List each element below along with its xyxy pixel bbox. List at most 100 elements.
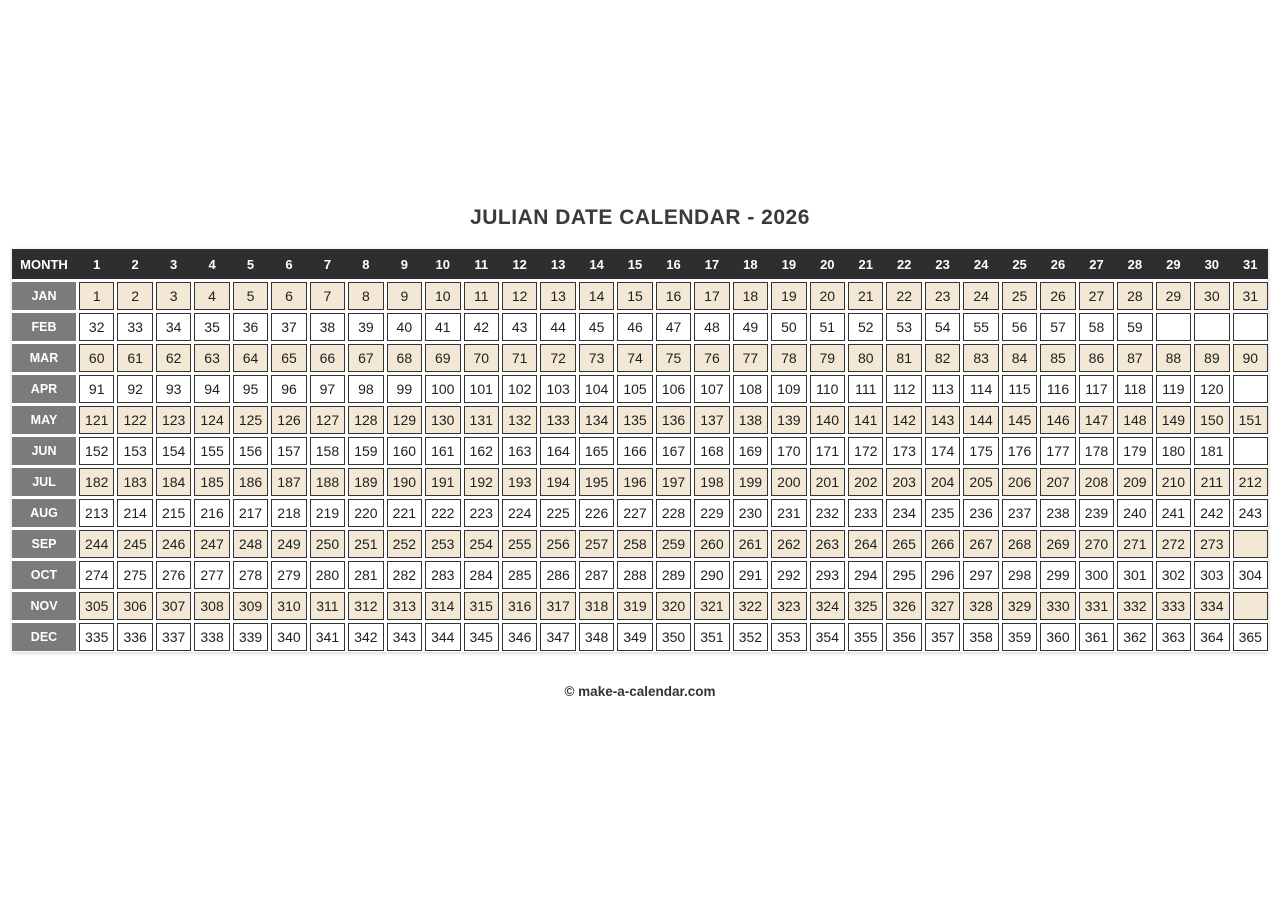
day-cell: 73 — [578, 344, 615, 372]
day-cell: 13 — [540, 282, 576, 310]
day-cell: 154 — [155, 437, 192, 465]
day-cell: 363 — [1155, 623, 1192, 651]
day-cell: 125 — [232, 406, 269, 434]
day-cell: 32 — [79, 313, 115, 341]
month-cell: JUN — [12, 437, 76, 465]
day-cell: 6 — [271, 282, 307, 310]
day-cell: 238 — [1040, 499, 1076, 527]
day-cell: 278 — [232, 561, 269, 589]
day-cell: 144 — [963, 406, 999, 434]
day-header-cell: 31 — [1243, 256, 1258, 272]
day-cell: 340 — [271, 623, 307, 651]
day-cell: 116 — [1040, 375, 1076, 403]
month-cell: OCT — [12, 561, 76, 589]
day-cell: 80 — [848, 344, 884, 372]
day-cell: 211 — [1194, 468, 1230, 496]
day-header-cell: 1 — [93, 256, 101, 272]
day-cell: 91 — [79, 375, 115, 403]
day-cell: 196 — [617, 468, 653, 496]
day-cell: 274 — [79, 561, 115, 589]
day-cell: 187 — [271, 468, 307, 496]
day-cell: 252 — [386, 530, 423, 558]
day-cell: 365 — [1232, 623, 1268, 651]
day-cell: 283 — [425, 561, 461, 589]
day-cell: 140 — [809, 406, 846, 434]
day-cell: 197 — [655, 468, 692, 496]
month-column-header: MONTH — [20, 256, 68, 272]
month-cell: JUL — [12, 468, 76, 496]
day-cell: 216 — [194, 499, 230, 527]
day-cell: 264 — [848, 530, 884, 558]
day-cell: 147 — [1078, 406, 1115, 434]
day-cell: 256 — [540, 530, 576, 558]
day-cell: 218 — [271, 499, 307, 527]
day-cell: 94 — [194, 375, 230, 403]
day-cell: 268 — [1001, 530, 1038, 558]
day-cell: 231 — [771, 499, 807, 527]
table-row: MAY 121 122 123 124 125 126 127 128 129 130 131 132 1… — [12, 406, 1268, 434]
day-cell: 122 — [117, 406, 153, 434]
day-cell: 321 — [694, 592, 730, 620]
empty-day-cell — [1232, 530, 1268, 558]
day-cell: 117 — [1078, 375, 1115, 403]
day-header-cell: 28 — [1127, 256, 1143, 272]
day-cell: 132 — [501, 406, 538, 434]
day-cell: 286 — [540, 561, 576, 589]
day-cell: 227 — [617, 499, 653, 527]
day-cell: 60 — [79, 344, 115, 372]
day-cell: 141 — [848, 406, 884, 434]
day-header-cell: 17 — [704, 256, 720, 272]
day-cell: 248 — [232, 530, 269, 558]
day-cell: 217 — [232, 499, 269, 527]
day-header-cell: 11 — [474, 256, 489, 272]
day-cell: 239 — [1078, 499, 1115, 527]
day-cell: 246 — [155, 530, 192, 558]
day-cell: 293 — [809, 561, 846, 589]
day-cell: 54 — [924, 313, 961, 341]
day-cell: 19 — [771, 282, 807, 310]
day-cell: 291 — [732, 561, 769, 589]
day-cell: 151 — [1232, 406, 1268, 434]
day-cell: 110 — [809, 375, 846, 403]
day-cell: 273 — [1194, 530, 1230, 558]
day-cell: 299 — [1040, 561, 1076, 589]
day-cell: 174 — [924, 437, 961, 465]
day-cell: 57 — [1040, 313, 1076, 341]
day-cell: 61 — [117, 344, 153, 372]
day-cell: 357 — [924, 623, 961, 651]
day-cell: 65 — [271, 344, 307, 372]
day-cell: 170 — [771, 437, 807, 465]
day-cell: 50 — [771, 313, 807, 341]
day-cell: 358 — [963, 623, 999, 651]
day-cell: 282 — [386, 561, 423, 589]
day-cell: 49 — [732, 313, 769, 341]
empty-day-cell — [1232, 437, 1268, 465]
day-cell: 251 — [348, 530, 384, 558]
day-cell: 51 — [809, 313, 846, 341]
day-cell: 230 — [732, 499, 769, 527]
day-cell: 159 — [348, 437, 384, 465]
day-header-cell: 9 — [400, 256, 408, 272]
day-cell: 45 — [578, 313, 615, 341]
day-cell: 309 — [232, 592, 269, 620]
page: JULIAN DATE CALENDAR - 2026 MONTH 1 2 3 4 5 6 7… — [12, 206, 1268, 699]
day-cell: 168 — [694, 437, 730, 465]
day-cell: 178 — [1078, 437, 1115, 465]
julian-calendar-table: MONTH 1 2 3 4 5 6 7 8 9 10 11 12 13 14 15 16 17 18 19 20 21 22… — [12, 249, 1268, 652]
day-cell: 311 — [309, 592, 346, 620]
day-cell: 352 — [732, 623, 769, 651]
day-cell: 186 — [232, 468, 269, 496]
day-cell: 224 — [501, 499, 538, 527]
day-cell: 62 — [155, 344, 192, 372]
day-cell: 199 — [732, 468, 769, 496]
day-cell: 257 — [578, 530, 615, 558]
day-header-cell: 24 — [973, 256, 989, 272]
day-cell: 84 — [1001, 344, 1038, 372]
day-cell: 285 — [501, 561, 538, 589]
day-cell: 208 — [1078, 468, 1115, 496]
day-cell: 16 — [655, 282, 692, 310]
table-row: JAN 1 2 3 4 5 6 7 8 9 10 11 12 13 14 15 16 17 18 19 20 21 22 23… — [12, 282, 1268, 310]
day-cell: 287 — [578, 561, 615, 589]
table-row: FEB 32 33 34 35 36 37 38 39 40 41 42 43 44 45 46 47 48 49 5… — [12, 313, 1268, 341]
day-header-cell: 16 — [666, 256, 681, 272]
